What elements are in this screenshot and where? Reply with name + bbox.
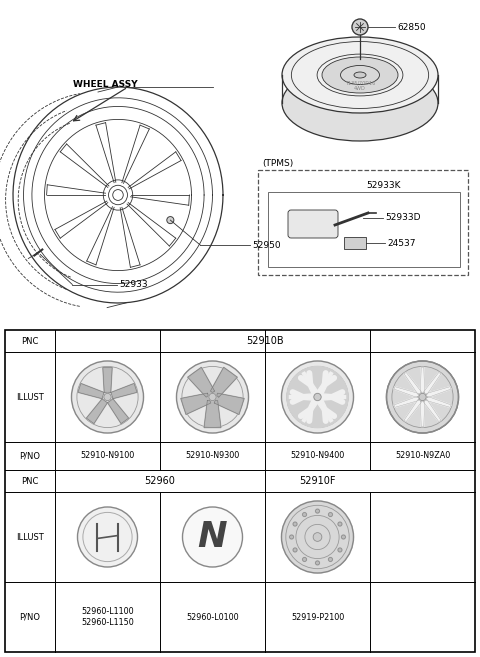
Circle shape — [167, 217, 174, 223]
Bar — [268, 192, 460, 267]
Circle shape — [328, 558, 333, 562]
Polygon shape — [289, 394, 314, 400]
Text: ILLUST: ILLUST — [16, 533, 44, 541]
Text: N: N — [198, 520, 228, 554]
Bar — [258, 170, 468, 275]
Circle shape — [293, 548, 297, 552]
Circle shape — [182, 507, 242, 567]
Polygon shape — [111, 384, 137, 399]
Text: 52933: 52933 — [120, 280, 148, 289]
Ellipse shape — [322, 57, 398, 93]
Circle shape — [386, 361, 458, 433]
Text: WHEEL ASSY: WHEEL ASSY — [73, 80, 138, 89]
Circle shape — [338, 548, 342, 552]
Polygon shape — [394, 396, 419, 407]
Polygon shape — [204, 401, 221, 428]
Text: 52933K: 52933K — [367, 181, 401, 191]
Circle shape — [177, 361, 249, 433]
Polygon shape — [420, 367, 425, 393]
Polygon shape — [86, 399, 108, 424]
Text: T135/70D16: T135/70D16 — [345, 81, 375, 85]
Circle shape — [104, 394, 111, 401]
Polygon shape — [423, 373, 441, 395]
Circle shape — [77, 507, 137, 567]
Circle shape — [281, 361, 353, 433]
FancyBboxPatch shape — [344, 237, 366, 249]
Circle shape — [419, 394, 426, 401]
Circle shape — [302, 558, 307, 562]
Polygon shape — [316, 398, 333, 422]
Circle shape — [341, 535, 346, 539]
Text: PNC: PNC — [21, 336, 39, 346]
Polygon shape — [78, 384, 104, 399]
Circle shape — [281, 501, 353, 573]
Polygon shape — [426, 387, 451, 397]
Text: 52933D: 52933D — [385, 214, 420, 223]
Text: 52950: 52950 — [252, 240, 281, 250]
Text: 52910B: 52910B — [246, 336, 284, 346]
Text: 52960: 52960 — [144, 476, 175, 486]
Circle shape — [386, 361, 458, 433]
Circle shape — [328, 512, 333, 516]
Polygon shape — [320, 394, 346, 400]
Polygon shape — [423, 399, 441, 422]
Polygon shape — [181, 393, 211, 415]
Polygon shape — [394, 387, 419, 397]
Text: ILLUST: ILLUST — [16, 392, 44, 401]
Text: 52910-N9ZA0: 52910-N9ZA0 — [395, 451, 450, 461]
Polygon shape — [316, 372, 333, 396]
Polygon shape — [103, 367, 112, 392]
Polygon shape — [426, 396, 451, 407]
Polygon shape — [404, 399, 422, 422]
Text: 52960-L1100
52960-L1150: 52960-L1100 52960-L1150 — [81, 607, 134, 627]
Ellipse shape — [354, 72, 366, 78]
Polygon shape — [302, 372, 319, 396]
FancyBboxPatch shape — [288, 210, 338, 238]
Text: 52910-N9100: 52910-N9100 — [80, 451, 134, 461]
Circle shape — [293, 522, 297, 526]
Text: 52910F: 52910F — [299, 476, 336, 486]
Circle shape — [302, 512, 307, 516]
Polygon shape — [108, 399, 129, 424]
Circle shape — [289, 535, 294, 539]
Text: PNC: PNC — [21, 476, 39, 486]
Text: 52910-N9300: 52910-N9300 — [185, 451, 240, 461]
Polygon shape — [302, 398, 319, 422]
Text: (TPMS): (TPMS) — [262, 159, 293, 168]
Circle shape — [338, 522, 342, 526]
Ellipse shape — [282, 65, 438, 141]
Circle shape — [352, 19, 368, 35]
Text: 62850: 62850 — [397, 22, 426, 32]
Polygon shape — [420, 401, 425, 426]
Text: 24537: 24537 — [387, 238, 416, 248]
Circle shape — [209, 394, 216, 401]
Text: P/NO: P/NO — [20, 612, 40, 622]
Polygon shape — [210, 367, 237, 397]
Polygon shape — [404, 373, 422, 395]
Circle shape — [315, 561, 320, 565]
Bar — [5, 330, 475, 652]
Polygon shape — [215, 393, 244, 415]
Text: 52910-N9400: 52910-N9400 — [290, 451, 345, 461]
Circle shape — [314, 394, 321, 401]
Circle shape — [72, 361, 144, 433]
Text: 4WD: 4WD — [354, 87, 366, 91]
Polygon shape — [188, 367, 215, 397]
Circle shape — [315, 509, 320, 513]
Text: 52960-L0100: 52960-L0100 — [186, 612, 239, 622]
Circle shape — [313, 533, 322, 541]
Text: P/NO: P/NO — [20, 451, 40, 461]
Ellipse shape — [282, 37, 438, 113]
Circle shape — [287, 367, 348, 428]
Text: 52919-P2100: 52919-P2100 — [291, 612, 344, 622]
